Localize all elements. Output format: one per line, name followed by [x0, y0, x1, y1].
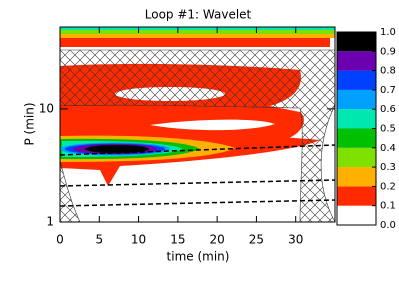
colorbar-band — [337, 89, 376, 110]
fit-line — [60, 144, 335, 156]
x-tick-label: 0 — [56, 233, 64, 247]
plot-area — [60, 27, 335, 222]
colorbar-tick-label: 0.6 — [380, 104, 396, 115]
fit-line — [60, 199, 335, 207]
contour-band — [60, 27, 335, 30]
fit-line — [60, 179, 335, 187]
colorbar-tick-label: 0.8 — [380, 66, 396, 77]
colorbar-tick-label: 0.5 — [380, 124, 396, 135]
x-tick-label: 10 — [131, 233, 146, 247]
x-tick-label: 20 — [210, 233, 225, 247]
contour-band — [85, 145, 149, 153]
y-tick-label: 1 — [46, 215, 54, 229]
colorbar-tick-label: 0.3 — [380, 162, 396, 173]
contour-band — [60, 30, 335, 34]
colorbar-band — [337, 70, 376, 90]
cone-of-influence — [60, 159, 81, 222]
colorbar-band — [337, 128, 376, 148]
colorbar-tick-label: 0.1 — [380, 201, 396, 212]
y-tick-label: 10 — [39, 101, 54, 115]
y-axis-label: P (min) — [23, 102, 37, 145]
colorbar-tick-label: 0.9 — [380, 46, 396, 57]
contour-band — [150, 119, 275, 131]
colorbar-band — [337, 51, 376, 71]
contour-band — [60, 38, 330, 47]
x-tick-label: 15 — [170, 233, 185, 247]
colorbar-band — [337, 167, 376, 187]
colorbar-band — [337, 186, 376, 206]
x-tick-label: 5 — [95, 233, 103, 247]
colorbar-tick-label: 1.0 — [380, 27, 396, 38]
x-tick-label: 30 — [288, 233, 303, 247]
colorbar-tick-label: 0.0 — [380, 220, 396, 231]
colorbar-tick-label: 0.4 — [380, 143, 396, 154]
colorbar: 0.0 0.1 0.2 0.3 0.4 0.5 0.6 0.7 0.8 0.9 1.0 — [336, 27, 396, 231]
x-axis-label: time (min) — [167, 250, 230, 264]
colorbar-band — [337, 109, 376, 129]
colorbar-tick-label: 0.2 — [380, 181, 396, 192]
colorbar-band — [337, 147, 376, 168]
x-tick-label: 25 — [249, 233, 264, 247]
colorbar-tick-label: 0.7 — [380, 85, 396, 96]
plot-frame — [59, 26, 336, 223]
colorbar-band — [337, 205, 376, 225]
colorbar-band — [337, 32, 376, 52]
contour-band — [60, 34, 335, 38]
chart-title: Loop #1: Wavelet — [145, 8, 252, 22]
